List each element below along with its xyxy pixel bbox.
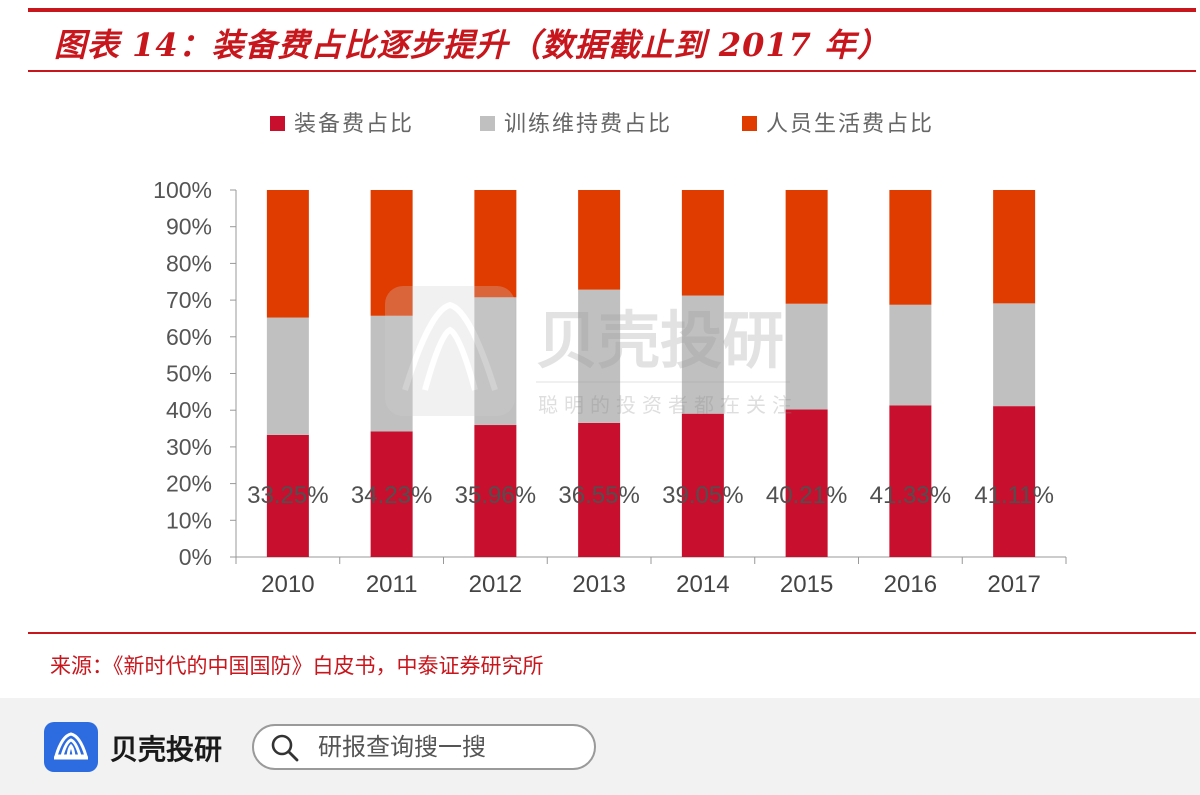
bar-segment [578, 422, 621, 557]
bar-segment [993, 190, 1036, 304]
x-tick-label: 2011 [366, 571, 418, 598]
legend-swatch [742, 116, 757, 131]
watermark-shell-icon [385, 286, 515, 416]
bar-segment [474, 425, 517, 557]
bar-segment [370, 431, 413, 557]
bar-segment [681, 295, 724, 414]
watermark-brand: 贝壳投研 [536, 304, 784, 377]
x-tick-label: 2013 [572, 571, 625, 598]
legend-label: 装备费占比 [294, 112, 414, 137]
bar-segment [578, 190, 621, 290]
bar-segment [681, 413, 724, 557]
bar-segment [993, 406, 1036, 557]
data-label: 41.33% [870, 482, 951, 509]
bar-segment [785, 303, 828, 410]
legend-label: 训练维持费占比 [504, 112, 672, 137]
search-box[interactable] [252, 724, 596, 770]
y-tick-label: 50% [166, 361, 212, 387]
data-label: 39.05% [662, 482, 743, 509]
x-tick-label: 2017 [987, 571, 1040, 598]
x-tick-label: 2015 [780, 571, 833, 598]
y-tick-label: 60% [166, 324, 212, 350]
app-footer-bar: 贝壳投研 [0, 698, 1200, 795]
x-tick-label: 2010 [261, 571, 314, 598]
data-label: 41.11% [974, 482, 1054, 509]
bar-segment [474, 297, 517, 426]
stacked-bar-chart: 装备费占比 训练维持费占比 人员生活费占比 0% 10% 20% 30% 40% 50% 60% 7… [153, 112, 1067, 598]
bar-segment [578, 289, 621, 423]
app-name[interactable]: 贝壳投研 [110, 733, 223, 766]
bar-segment [681, 190, 724, 296]
chart-title: 图表 14：装备费占比逐步提升（数据截止到 2017 年） [54, 26, 891, 64]
bar-segment [266, 190, 309, 318]
data-label: 35.96% [455, 482, 536, 509]
legend-swatch [480, 116, 495, 131]
top-rule [28, 8, 1196, 12]
y-tick-label: 40% [166, 397, 212, 423]
title-rule [28, 70, 1196, 72]
y-tick-label: 80% [166, 250, 212, 276]
search-icon[interactable] [270, 733, 300, 763]
bar-segment [785, 190, 828, 304]
bar-segment [474, 190, 517, 298]
bar-segment [370, 315, 413, 432]
data-label: 40.21% [766, 482, 847, 509]
source-note: 来源：《新时代的中国国防》白皮书，中泰证券研究所 [50, 654, 544, 678]
y-tick-label: 0% [179, 544, 212, 570]
bar-segment [889, 190, 932, 305]
shell-logo-icon[interactable] [44, 722, 98, 772]
bar-segment [266, 434, 309, 557]
legend-label: 人员生活费占比 [766, 112, 934, 137]
search-input[interactable] [318, 731, 578, 763]
bar-segment [785, 409, 828, 557]
y-tick-label: 10% [166, 507, 212, 533]
y-tick-label: 90% [166, 214, 212, 240]
x-tick-label: 2016 [884, 571, 937, 598]
bar-segment [993, 303, 1036, 407]
data-label: 33.25% [247, 482, 328, 509]
y-tick-label: 70% [166, 287, 212, 313]
bar-segment [266, 317, 309, 435]
data-label: 34.23% [351, 482, 432, 509]
y-tick-label: 100% [153, 177, 212, 203]
x-tick-label: 2012 [469, 571, 522, 598]
data-label: 36.55% [558, 482, 639, 509]
y-tick-label: 30% [166, 434, 212, 460]
bar-segment [370, 190, 413, 316]
watermark-slogan: 聪明的投资者都在关注 [538, 393, 798, 417]
y-tick-label: 20% [166, 471, 212, 497]
legend-swatch [270, 116, 285, 131]
bar-segment [889, 405, 932, 557]
source-rule [28, 632, 1196, 634]
x-tick-label: 2014 [676, 571, 729, 598]
bar-segment [889, 304, 932, 406]
